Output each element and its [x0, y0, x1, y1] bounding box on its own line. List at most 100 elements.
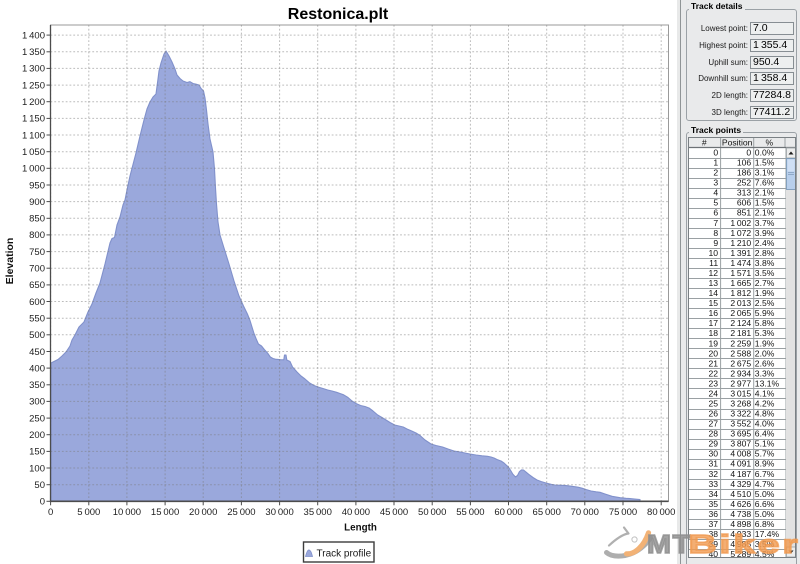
svg-text:3 695: 3 695	[730, 428, 751, 438]
svg-text:1 400: 1 400	[22, 30, 45, 41]
svg-text:2.1%: 2.1%	[755, 207, 775, 217]
svg-text:3 807: 3 807	[730, 438, 751, 448]
svg-text:13: 13	[709, 278, 719, 288]
svg-text:2 013: 2 013	[730, 298, 751, 308]
svg-text:3.7%: 3.7%	[755, 217, 775, 227]
svg-text:7.6%: 7.6%	[755, 177, 775, 187]
svg-text:1.9%: 1.9%	[755, 338, 775, 348]
svg-text:300: 300	[29, 397, 45, 408]
svg-text:40 000: 40 000	[342, 507, 370, 518]
svg-text:450: 450	[29, 347, 45, 358]
svg-text:0.0%: 0.0%	[755, 147, 775, 157]
svg-text:1 391: 1 391	[730, 247, 751, 257]
svg-text:4 626: 4 626	[730, 498, 751, 508]
svg-text:100: 100	[29, 463, 45, 474]
svg-text:35: 35	[709, 498, 719, 508]
svg-text:5.0%: 5.0%	[755, 508, 775, 518]
svg-text:60 000: 60 000	[494, 507, 522, 518]
svg-text:%: %	[766, 137, 774, 147]
svg-text:4 329: 4 329	[730, 478, 751, 488]
svg-text:36: 36	[709, 508, 719, 518]
svg-text:250: 250	[29, 413, 45, 424]
svg-text:4 091: 4 091	[730, 458, 751, 468]
svg-text:1 002: 1 002	[730, 217, 751, 227]
svg-text:650: 650	[29, 280, 45, 291]
svg-text:40: 40	[709, 549, 719, 558]
svg-text:50: 50	[34, 480, 45, 491]
svg-text:1 050: 1 050	[22, 147, 45, 158]
svg-text:19: 19	[709, 338, 719, 348]
svg-text:11: 11	[709, 257, 718, 267]
svg-text:5 289: 5 289	[730, 549, 751, 558]
svg-text:4 738: 4 738	[730, 508, 751, 518]
svg-text:3.3%: 3.3%	[755, 368, 775, 378]
svg-text:3.5%: 3.5%	[755, 267, 775, 277]
svg-text:3 015: 3 015	[730, 388, 751, 398]
svg-text:550: 550	[29, 314, 45, 325]
svg-text:4 510: 4 510	[730, 488, 751, 498]
svg-text:2.4%: 2.4%	[755, 237, 775, 247]
svg-text:Elevation: Elevation	[4, 238, 16, 285]
svg-text:25 000: 25 000	[227, 507, 255, 518]
svg-text:38: 38	[709, 529, 719, 539]
svg-text:2.8%: 2.8%	[755, 247, 775, 257]
svg-text:27: 27	[709, 418, 719, 428]
svg-text:Length: Length	[344, 523, 377, 534]
svg-text:2 124: 2 124	[730, 318, 751, 328]
svg-text:3.5%: 3.5%	[755, 539, 775, 549]
svg-text:17.4%: 17.4%	[755, 529, 780, 539]
svg-text:30 000: 30 000	[265, 507, 293, 518]
svg-text:3 552: 3 552	[730, 418, 751, 428]
svg-text:32: 32	[709, 468, 719, 478]
svg-text:24: 24	[709, 388, 719, 398]
svg-text:5.3%: 5.3%	[755, 328, 775, 338]
svg-text:700: 700	[29, 264, 45, 275]
svg-text:26: 26	[709, 408, 719, 418]
svg-text:29: 29	[709, 438, 719, 448]
svg-text:35 000: 35 000	[304, 507, 332, 518]
svg-text:2.5%: 2.5%	[755, 298, 775, 308]
svg-text:600: 600	[29, 297, 45, 308]
svg-text:75 000: 75 000	[609, 507, 637, 518]
svg-text:6: 6	[713, 207, 718, 217]
svg-text:80 000: 80 000	[647, 507, 675, 518]
svg-text:1 150: 1 150	[22, 114, 45, 125]
svg-text:6.8%: 6.8%	[755, 518, 775, 528]
svg-text:8.9%: 8.9%	[755, 458, 775, 468]
svg-text:200: 200	[29, 430, 45, 441]
svg-text:1: 1	[713, 157, 718, 167]
svg-text:39: 39	[709, 539, 719, 549]
svg-text:5: 5	[713, 197, 718, 207]
svg-text:21: 21	[709, 358, 719, 368]
svg-text:0: 0	[40, 497, 45, 508]
svg-text:400: 400	[29, 363, 45, 374]
svg-text:313: 313	[737, 187, 752, 197]
svg-text:9: 9	[713, 237, 718, 247]
svg-text:65 000: 65 000	[533, 507, 561, 518]
svg-text:#: #	[702, 137, 707, 147]
svg-text:5 000: 5 000	[77, 507, 100, 518]
svg-text:0: 0	[48, 507, 53, 518]
svg-text:1 812: 1 812	[730, 288, 751, 298]
svg-text:4 985: 4 985	[730, 539, 751, 549]
svg-text:5.0%: 5.0%	[755, 488, 775, 498]
svg-text:5.9%: 5.9%	[755, 308, 775, 318]
svg-text:18: 18	[709, 328, 719, 338]
svg-text:1 210: 1 210	[730, 237, 751, 247]
svg-text:1 072: 1 072	[730, 227, 751, 237]
svg-text:3 268: 3 268	[730, 398, 751, 408]
svg-text:3.8%: 3.8%	[755, 257, 775, 267]
svg-text:8: 8	[713, 227, 718, 237]
svg-text:15: 15	[709, 298, 719, 308]
svg-text:4.2%: 4.2%	[755, 398, 775, 408]
svg-text:252: 252	[737, 177, 752, 187]
svg-text:1 300: 1 300	[22, 64, 45, 75]
svg-text:Track profile: Track profile	[317, 549, 372, 560]
svg-text:Restonica.plt: Restonica.plt	[288, 6, 389, 23]
svg-text:12: 12	[709, 267, 719, 277]
svg-text:1 100: 1 100	[22, 130, 45, 141]
svg-text:22: 22	[709, 368, 719, 378]
svg-text:7: 7	[713, 217, 718, 227]
svg-text:4.1%: 4.1%	[755, 388, 775, 398]
svg-text:3 322: 3 322	[730, 408, 751, 418]
